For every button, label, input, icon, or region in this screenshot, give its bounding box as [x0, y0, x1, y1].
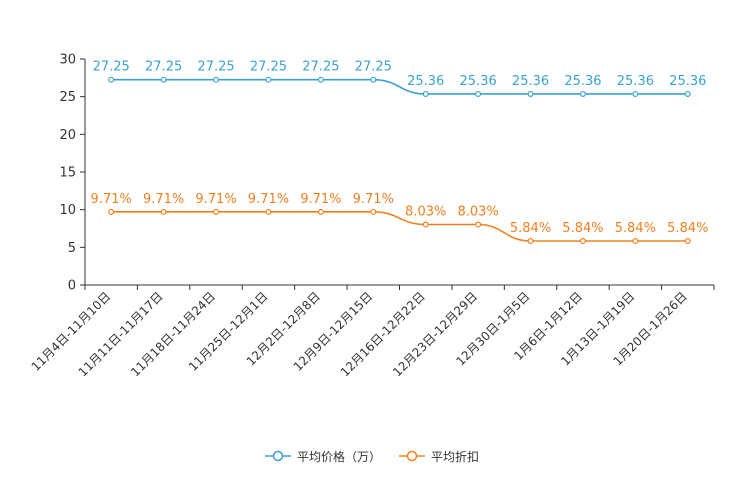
data-label: 25.36 — [407, 74, 444, 89]
data-point — [684, 238, 691, 245]
data-label: 5.84% — [615, 221, 656, 236]
price-line — [111, 78, 688, 95]
data-point — [370, 208, 377, 215]
data-label: 9.71% — [248, 192, 289, 207]
data-label: 5.84% — [667, 221, 708, 236]
data-label: 5.84% — [562, 221, 603, 236]
data-label: 9.71% — [353, 192, 394, 207]
data-point — [317, 208, 324, 215]
data-label: 25.36 — [512, 74, 549, 89]
data-label: 25.36 — [564, 74, 601, 89]
y-tick-label: 5 — [68, 241, 76, 256]
data-point — [422, 221, 429, 228]
data-point — [527, 90, 534, 97]
data-point — [160, 76, 167, 83]
data-label: 27.25 — [355, 60, 392, 75]
data-label: 8.03% — [457, 205, 498, 220]
legend-discount-label: 平均折扣 — [431, 449, 480, 464]
data-label: 25.36 — [669, 74, 706, 89]
data-point — [579, 238, 586, 245]
legend-discount-line-icon — [399, 450, 425, 462]
data-point — [317, 76, 324, 83]
data-point — [213, 208, 220, 215]
data-point — [475, 221, 482, 228]
data-label: 9.71% — [195, 192, 236, 207]
legend-item-price[interactable]: 平均价格（万） — [264, 448, 381, 465]
data-point — [160, 208, 167, 215]
data-label: 25.36 — [460, 74, 497, 89]
series-price: 27.25 27.25 27.25 27.25 27.25 27.25 25.36 25.36… — [93, 60, 706, 97]
data-label: 27.25 — [145, 60, 182, 75]
data-label: 27.25 — [93, 60, 130, 75]
data-point — [265, 76, 272, 83]
data-point — [108, 208, 115, 215]
data-label: 27.25 — [250, 60, 287, 75]
data-point — [265, 208, 272, 215]
data-point — [108, 76, 115, 83]
y-tick-label: 25 — [59, 90, 76, 105]
data-point — [632, 90, 639, 97]
legend-price-line-icon — [264, 450, 291, 462]
data-point — [527, 238, 534, 245]
legend: 平均价格（万） 平均折扣 — [0, 446, 744, 466]
data-label: 9.71% — [143, 192, 184, 207]
data-label: 9.71% — [91, 192, 132, 207]
data-point — [213, 76, 220, 83]
data-label: 9.71% — [300, 192, 341, 207]
data-point — [422, 90, 429, 97]
data-point — [475, 90, 482, 97]
series-discount: 9.71% 9.71% 9.71% 9.71% 9.71% 9.71% 8.03% 8.03%… — [91, 192, 708, 245]
y-tick-label: 10 — [59, 203, 76, 218]
y-tick-label: 20 — [59, 128, 76, 143]
data-point — [684, 90, 691, 97]
data-point — [579, 90, 586, 97]
data-label: 5.84% — [510, 221, 551, 236]
y-tick-label: 30 — [59, 53, 76, 68]
data-label: 8.03% — [405, 205, 446, 220]
data-label: 27.25 — [302, 60, 339, 75]
y-tick-label: 0 — [68, 279, 76, 294]
data-point — [370, 76, 377, 83]
y-tick-label: 15 — [59, 166, 76, 181]
legend-item-discount[interactable]: 平均折扣 — [399, 448, 479, 465]
data-label: 25.36 — [617, 74, 654, 89]
legend-price-label: 平均价格（万） — [296, 449, 381, 464]
data-point — [632, 238, 639, 245]
data-label: 27.25 — [197, 60, 234, 75]
